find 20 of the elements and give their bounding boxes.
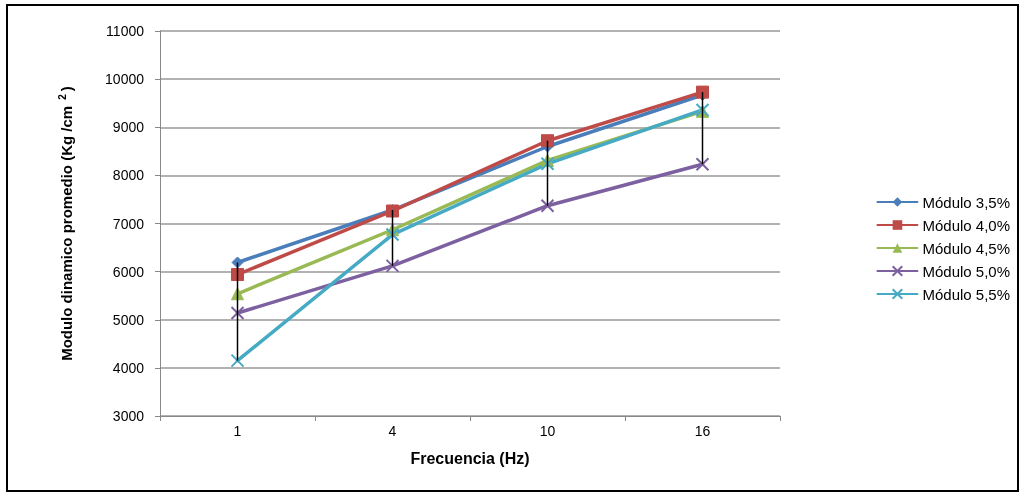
y-tick-label: 11000 <box>106 23 145 39</box>
y-tick-label: 3000 <box>112 408 145 424</box>
y-tick-label: 5000 <box>112 311 145 328</box>
legend-label: Módulo 5,0% <box>922 262 1011 280</box>
legend-label: Módulo 4,5% <box>922 239 1011 257</box>
legend-label: Módulo 3,5% <box>922 193 1011 211</box>
y-tick-label: 4000 <box>112 359 145 376</box>
legend-label: Módulo 5,5% <box>922 285 1011 303</box>
x-tick-label: 16 <box>694 423 711 439</box>
x-axis-title: Frecuencia (Hz) <box>410 449 530 467</box>
x-tick-label: 4 <box>388 423 397 439</box>
x-tick-label: 10 <box>539 423 556 439</box>
y-tick-label: 6000 <box>112 263 145 280</box>
y-tick-label: 9000 <box>112 119 145 136</box>
y-tick-label: 8000 <box>112 167 145 184</box>
legend-label: Módulo 4,0% <box>922 216 1011 234</box>
y-tick-label: 7000 <box>112 215 145 232</box>
y-tick-label: 10000 <box>105 71 145 88</box>
y-axis-title: Modulo dinamico promedio (Kg /cm 2) <box>56 86 75 361</box>
x-tick-label: 1 <box>233 423 242 439</box>
